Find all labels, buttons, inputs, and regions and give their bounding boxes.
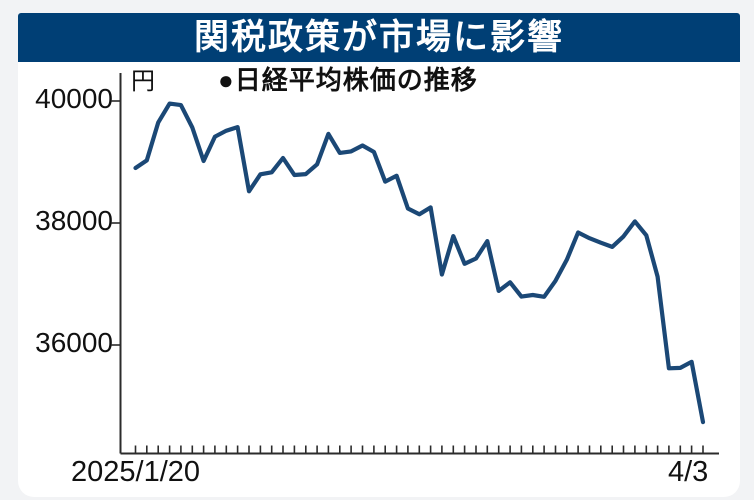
chart-card: 関税政策が市場に影響 [18,13,740,497]
headline-title: 関税政策が市場に影響 [193,18,564,57]
price-line [133,101,706,425]
x-ticks [134,445,704,454]
chart-legend: ●日経平均株価の推移 [218,65,478,95]
x-axis-end-label: 4/3 [668,456,709,488]
x-axis-start-label: 2025/1/20 [71,456,201,488]
y-tick-label-40000: 40000 [35,83,113,114]
y-axis-unit-label: 円 [131,68,155,95]
y-ticks [111,100,121,346]
headline-bar: 関税政策が市場に影響 [18,13,740,62]
y-tick-label-36000: 36000 [35,327,113,358]
axes [119,73,719,455]
y-tick-label-38000: 38000 [35,205,113,236]
